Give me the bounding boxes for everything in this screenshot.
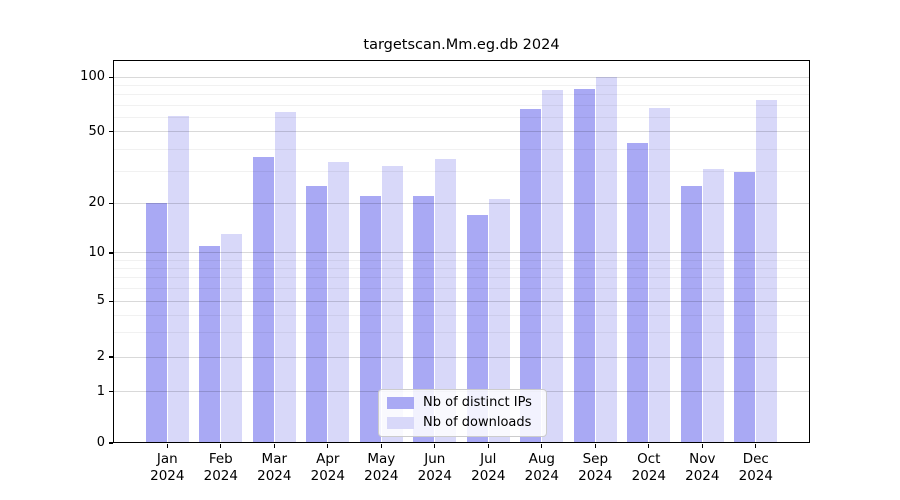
bar-downloads-sep [595, 77, 617, 443]
bar-distinct-ips-jul [466, 214, 488, 443]
xtick-label-mar: Mar 2024 [244, 451, 304, 485]
xtick-mark-jun [434, 443, 436, 448]
xtick-label-jan: Jan 2024 [137, 451, 197, 485]
xtick-mark-nov [701, 443, 703, 448]
ytick-mark-50 [108, 130, 113, 133]
bar-distinct-ips-dec [734, 171, 756, 443]
bar-downloads-apr [328, 161, 350, 443]
ytick-label-0: 0 [96, 435, 105, 450]
xtick-month: Jan [156, 451, 178, 467]
bar-distinct-ips-mar [252, 157, 274, 443]
ytick-label-2: 2 [96, 349, 105, 365]
xtick-label-sep: Sep 2024 [565, 451, 625, 485]
legend-item-downloads: Nb of downloads [387, 415, 538, 431]
ytick-mark-2 [108, 356, 113, 358]
ytick-label-100: 100 [80, 69, 105, 85]
bar-downloads-nov [702, 168, 724, 443]
legend-swatch-distinct-ips [387, 397, 414, 409]
bars-layer [113, 60, 810, 443]
xtick-year: 2024 [364, 468, 399, 484]
bar-distinct-ips-feb [199, 246, 221, 443]
xtick-label-jun: Jun 2024 [405, 451, 465, 485]
xtick-year: 2024 [150, 468, 185, 484]
xtick-month: Apr [316, 451, 340, 467]
xtick-mark-may [380, 443, 382, 448]
bar-downloads-may [381, 166, 403, 443]
xtick-month: Feb [208, 451, 233, 467]
xtick-label-apr: Apr 2024 [298, 451, 358, 485]
xtick-year: 2024 [578, 468, 613, 484]
xtick-year: 2024 [631, 468, 666, 484]
xtick-year: 2024 [685, 468, 720, 484]
bar-downloads-jan [167, 116, 189, 443]
bar-distinct-ips-oct [627, 143, 649, 443]
legend-label-downloads: Nb of downloads [423, 415, 532, 430]
xtick-year: 2024 [524, 468, 559, 484]
ytick-label-50: 50 [88, 123, 105, 139]
ytick-label-5: 5 [96, 293, 105, 309]
legend: Nb of distinct IPs Nb of downloads [378, 389, 547, 437]
bar-distinct-ips-nov [680, 185, 702, 443]
bar-distinct-ips-apr [306, 185, 328, 443]
xtick-year: 2024 [257, 468, 292, 484]
xtick-label-nov: Nov 2024 [672, 451, 732, 485]
xtick-mark-jul [487, 443, 489, 448]
xtick-label-oct: Oct 2024 [619, 451, 679, 485]
bar-downloads-dec [756, 99, 778, 443]
bar-distinct-ips-jun [413, 195, 435, 443]
xtick-mark-jan [166, 443, 168, 448]
ytick-mark-0 [108, 442, 113, 444]
xtick-mark-dec [755, 443, 757, 448]
xtick-month: Oct [637, 451, 661, 467]
ytick-mark-100 [108, 76, 113, 79]
xtick-month: Jun [424, 451, 446, 467]
ytick-label-1: 1 [96, 383, 105, 399]
bar-distinct-ips-sep [573, 89, 595, 443]
ytick-mark-5 [108, 300, 113, 303]
ytick-mark-1 [108, 391, 113, 393]
bar-downloads-feb [221, 234, 243, 443]
xtick-month: Dec [742, 451, 769, 467]
xtick-month: Nov [689, 451, 716, 467]
ytick-mark-10 [108, 252, 113, 254]
legend-swatch-downloads [387, 417, 414, 429]
xtick-year: 2024 [203, 468, 238, 484]
xtick-month: Jul [480, 451, 497, 467]
bar-downloads-jun [435, 159, 457, 443]
bar-downloads-jul [488, 199, 510, 443]
xtick-mark-apr [327, 443, 329, 448]
bar-distinct-ips-jan [145, 203, 167, 443]
xtick-label-aug: Aug 2024 [512, 451, 572, 485]
xtick-label-dec: Dec 2024 [726, 451, 786, 485]
xtick-year: 2024 [417, 468, 452, 484]
ytick-mark-20 [108, 202, 113, 204]
xtick-month: May [367, 451, 396, 467]
xtick-label-jul: Jul 2024 [458, 451, 518, 485]
ytick-label-10: 10 [88, 244, 105, 260]
legend-label-distinct-ips: Nb of distinct IPs [423, 395, 532, 410]
xtick-year: 2024 [310, 468, 345, 484]
xtick-mark-aug [541, 443, 543, 448]
xtick-month: Mar [261, 451, 288, 467]
chart-title: targetscan.Mm.eg.db 2024 [363, 37, 560, 53]
bar-distinct-ips-may [359, 195, 381, 443]
xtick-year: 2024 [738, 468, 773, 484]
xtick-mark-mar [273, 443, 275, 448]
xtick-month: Sep [582, 451, 609, 467]
bar-downloads-aug [542, 90, 564, 443]
xtick-year: 2024 [471, 468, 506, 484]
xtick-label-feb: Feb 2024 [191, 451, 251, 485]
bar-downloads-oct [649, 107, 671, 443]
xtick-mark-oct [648, 443, 650, 448]
xtick-label-may: May 2024 [351, 451, 411, 485]
xtick-mark-feb [220, 443, 222, 448]
bar-downloads-mar [274, 112, 296, 443]
xtick-mark-sep [594, 443, 596, 448]
bar-distinct-ips-aug [520, 108, 542, 443]
xtick-month: Aug [528, 451, 555, 467]
ytick-label-20: 20 [88, 195, 105, 211]
legend-item-distinct-ips: Nb of distinct IPs [387, 395, 538, 411]
